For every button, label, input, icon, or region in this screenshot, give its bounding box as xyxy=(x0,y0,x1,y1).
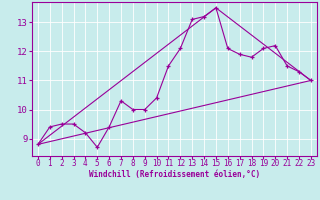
X-axis label: Windchill (Refroidissement éolien,°C): Windchill (Refroidissement éolien,°C) xyxy=(89,170,260,179)
